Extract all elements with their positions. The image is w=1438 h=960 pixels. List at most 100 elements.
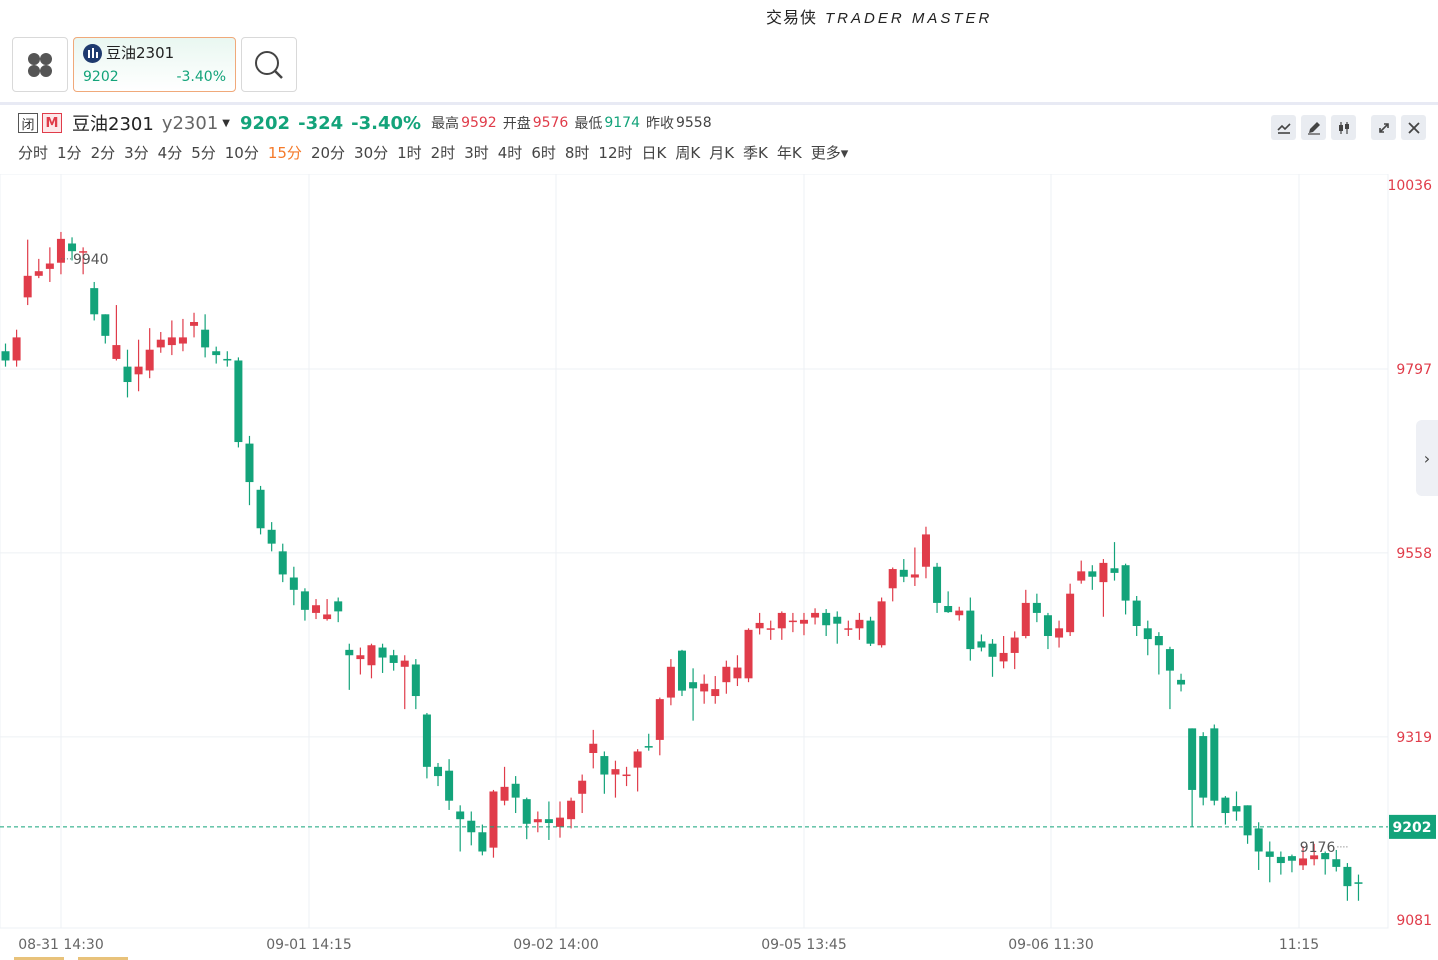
market-closed-tag: 闭 <box>18 113 38 133</box>
candle-body-62 <box>689 682 698 689</box>
period-6[interactable]: 10分 <box>224 144 259 162</box>
candle-body-59 <box>655 699 664 740</box>
open-label: 开盘 <box>502 116 531 132</box>
candle-body-41 <box>456 811 465 820</box>
chart-type-button[interactable] <box>1331 115 1356 140</box>
candle-body-63 <box>700 683 709 692</box>
indicator-tool-button[interactable] <box>1271 115 1296 140</box>
bottom-tab-1[interactable] <box>14 957 64 960</box>
price-change-pct: -3.40% <box>351 112 422 134</box>
close-chart-button[interactable] <box>1401 115 1426 140</box>
candle-body-98 <box>1088 571 1097 577</box>
x-tick-2: 09-02 14:00 <box>513 937 598 953</box>
period-17[interactable]: 日K <box>641 144 667 162</box>
candle-body-71 <box>788 620 797 623</box>
search-icon <box>255 50 283 79</box>
period-16[interactable]: 12时 <box>598 144 633 162</box>
period-14[interactable]: 6时 <box>531 144 556 162</box>
candle-body-11 <box>123 366 132 383</box>
period-11[interactable]: 2时 <box>430 144 456 162</box>
period-18[interactable]: 周K <box>675 144 701 162</box>
candle-body-17 <box>190 321 199 326</box>
candle-body-116 <box>1287 856 1296 861</box>
fullscreen-button[interactable] <box>1371 115 1396 140</box>
candle-body-75 <box>833 616 842 624</box>
kline-chart[interactable]: 10036 9797 9558 9319 9081 08-31 14:30 09-01 14… <box>0 174 1438 960</box>
candle-body-36 <box>400 660 409 667</box>
min-marker-label: 9176 <box>1300 840 1336 856</box>
period-5[interactable]: 5分 <box>191 144 216 162</box>
candle-body-69 <box>766 628 775 630</box>
candle-body-74 <box>822 612 831 626</box>
candle-body-93 <box>1032 602 1041 613</box>
period-20[interactable]: 季K <box>743 144 768 162</box>
candle-body-35 <box>389 655 398 663</box>
candle-body-84 <box>933 566 942 603</box>
y-tick-1: 9797 <box>1396 362 1432 378</box>
candle-body-30 <box>334 601 343 612</box>
period-selector: 分时 1分 2分 3分 4分 5分 10分 15分 20分 30分 1时 2时 3时 4时 6时 8时 12时日… <box>18 142 857 163</box>
period-22[interactable]: 更多▾ <box>810 144 849 162</box>
candle-body-65 <box>722 666 731 683</box>
period-12[interactable]: 3时 <box>464 144 489 162</box>
candle-body-73 <box>811 612 820 618</box>
period-8[interactable]: 20分 <box>310 144 346 162</box>
low-value: 9174 <box>604 115 640 131</box>
candle-body-9 <box>101 314 110 336</box>
period-13[interactable]: 4时 <box>497 144 523 162</box>
candle-body-66 <box>733 667 742 679</box>
candle-body-82 <box>910 574 919 578</box>
brand-logo: 交易侠 TRADER MASTER <box>766 4 992 28</box>
candle-body-16 <box>178 337 187 344</box>
prev-close-value: 9558 <box>675 115 712 131</box>
candle-body-96 <box>1066 593 1075 633</box>
candle-body-14 <box>156 339 165 348</box>
candle-body-115 <box>1276 856 1285 864</box>
candle-body-99 <box>1099 562 1108 583</box>
period-3[interactable]: 3分 <box>124 144 149 162</box>
candle-body-76 <box>844 628 853 630</box>
candle-body-40 <box>445 770 454 801</box>
candle-body-34 <box>378 647 387 658</box>
candle-body-29 <box>323 614 332 620</box>
period-9[interactable]: 30分 <box>354 144 389 162</box>
period-0[interactable]: 分时 <box>18 144 49 162</box>
candle-body-27 <box>300 591 309 610</box>
period-2[interactable]: 2分 <box>90 144 116 162</box>
ticker-card[interactable]: 豆油2301 9202 -3.40% <box>73 37 236 92</box>
draw-tool-button[interactable] <box>1301 115 1326 140</box>
candle-body-105 <box>1165 649 1174 671</box>
period-4[interactable]: 4分 <box>157 144 183 162</box>
candle-body-55 <box>611 769 620 775</box>
period-10[interactable]: 1时 <box>397 144 422 162</box>
apps-menu-button[interactable] <box>12 37 68 92</box>
bottom-tab-2[interactable] <box>78 957 128 960</box>
candle-body-89 <box>988 643 997 657</box>
candle-body-19 <box>212 351 221 356</box>
last-price: 9202 <box>239 112 291 134</box>
symbol-code[interactable]: y2301 <box>161 112 219 134</box>
period-15[interactable]: 8时 <box>564 144 590 162</box>
price-change: -324 <box>298 112 344 134</box>
period-1[interactable]: 1分 <box>57 144 82 162</box>
y-tick-3: 9319 <box>1396 730 1432 746</box>
period-21[interactable]: 年K <box>776 144 802 162</box>
period-7[interactable]: 15分 <box>267 144 302 162</box>
candle-body-108 <box>1199 736 1208 798</box>
candle-body-102 <box>1132 600 1141 626</box>
max-marker-label: 9940 <box>73 252 109 268</box>
candle-body-81 <box>899 569 908 577</box>
side-panel-toggle[interactable]: › <box>1416 420 1438 496</box>
candle-body-1 <box>12 337 21 361</box>
period-19[interactable]: 月K <box>709 144 735 162</box>
candle-body-43 <box>478 832 487 852</box>
candle-body-119 <box>1321 853 1330 860</box>
plot-area <box>0 174 1389 929</box>
candle-body-68 <box>755 622 764 629</box>
candle-body-22 <box>245 443 254 483</box>
candle-body-67 <box>744 629 753 679</box>
symbol-dropdown-icon[interactable]: ▼ <box>222 117 230 129</box>
prev-close-label: 昨收 <box>645 116 674 132</box>
search-button[interactable] <box>241 37 297 92</box>
candle-body-47 <box>522 799 531 824</box>
